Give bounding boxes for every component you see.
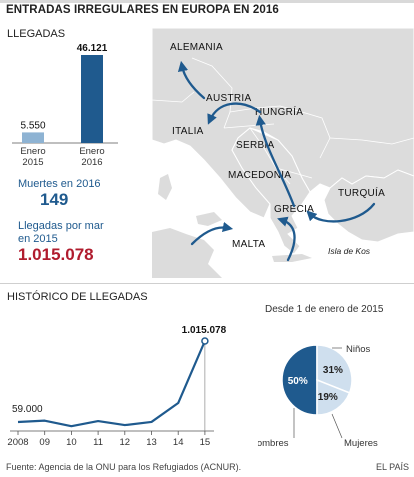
line-tick-label-7: 15 bbox=[200, 437, 211, 448]
map-label-4: SERBIA bbox=[236, 140, 275, 151]
line-tick-label-1: 09 bbox=[39, 437, 50, 448]
line-tick-label-6: 14 bbox=[173, 437, 184, 448]
line-tick-label-2: 10 bbox=[66, 437, 77, 448]
route-hungary-austria bbox=[207, 102, 262, 125]
bar-value-label-0: 5.550 bbox=[20, 120, 45, 131]
map-land-africa bbox=[152, 228, 222, 278]
line-tick-label-4: 12 bbox=[120, 437, 131, 448]
pie-title: Desde 1 de enero de 2015 bbox=[265, 304, 384, 315]
sea-arrivals-label-line2: en 2015 bbox=[18, 233, 58, 245]
brand-logo: EL PAÍS bbox=[376, 462, 410, 472]
gender-pie-chart: 50% 31% 19% Hombres Niños Mujeres bbox=[258, 344, 378, 449]
migration-arrows bbox=[177, 60, 376, 262]
bar-1 bbox=[81, 55, 103, 143]
europe-map: ALEMANIA AUSTRIA HUNGRÍA ITALIA SERBIA MACEDO… bbox=[152, 28, 414, 278]
bar-category-label-1-0: Enero bbox=[79, 146, 104, 157]
map-label-3: ITALIA bbox=[172, 126, 204, 137]
bar-category-label-0-0: Enero bbox=[20, 146, 45, 157]
sea-arrivals-value: 1.015.078 bbox=[18, 245, 94, 264]
route-turkey-greece bbox=[306, 202, 376, 223]
source-note: Fuente: Agencia de la ONU para los Refug… bbox=[6, 462, 242, 472]
line-last-label: 1.015.078 bbox=[182, 325, 227, 336]
map-label-6: GRECIA bbox=[274, 204, 314, 215]
map-label-7: TURQUÍA bbox=[338, 186, 385, 199]
route-malta-italy bbox=[190, 221, 234, 246]
map-label-island: Isla de Kos bbox=[328, 246, 371, 256]
pie-leader-2 bbox=[331, 413, 343, 439]
pie-value-label-0: 50% bbox=[288, 376, 308, 387]
line-last-marker bbox=[201, 337, 209, 345]
map-label-1: AUSTRIA bbox=[206, 93, 251, 104]
bar-category-label-0-1: 2015 bbox=[22, 157, 43, 168]
line-tick-label-3: 11 bbox=[93, 437, 103, 448]
map-land-turkey bbox=[323, 169, 414, 243]
section-divider bbox=[0, 283, 414, 284]
deaths-label: Muertes en 2016 bbox=[18, 178, 101, 190]
map-label-2: HUNGRÍA bbox=[255, 105, 303, 118]
map-land-sicily bbox=[196, 212, 222, 226]
map-label-0: ALEMANIA bbox=[170, 42, 223, 53]
route-greece-hungary bbox=[255, 114, 296, 208]
bar-0 bbox=[22, 132, 44, 143]
history-line-chart: 2008 09 10 11 12 13 14 15 59.000 1.015.078 bbox=[7, 325, 227, 448]
pie-category-label-2: Mujeres bbox=[344, 438, 378, 449]
arrivals-label: LLEGADAS bbox=[7, 28, 66, 40]
line-first-label: 59.000 bbox=[12, 404, 43, 415]
bar-category-label-1-1: 2016 bbox=[81, 157, 102, 168]
map-label-8: MALTA bbox=[232, 239, 265, 250]
map-label-5: MACEDONIA bbox=[228, 170, 291, 181]
page-title: ENTRADAS IRREGULARES EN EUROPA EN 2016 bbox=[6, 4, 279, 16]
pie-category-label-1: Niños bbox=[346, 344, 371, 355]
sea-arrivals-label-line1: Llegadas por mar bbox=[18, 220, 104, 232]
pie-slice-1 bbox=[316, 344, 353, 394]
pie-slice-0 bbox=[281, 344, 318, 416]
top-rule bbox=[0, 0, 414, 3]
line-tick-label-0: 2008 bbox=[7, 437, 28, 448]
pie-value-label-1: 31% bbox=[323, 365, 343, 376]
sea-arrivals-label: Llegadas por mar en 2015 bbox=[18, 220, 104, 246]
map-land-balkans bbox=[231, 127, 311, 255]
route-crete-greece bbox=[277, 216, 296, 262]
pie-slice-2 bbox=[316, 378, 351, 416]
deaths-value: 149 bbox=[40, 190, 69, 209]
history-label: HISTÓRICO DE LLEGADAS bbox=[7, 291, 148, 303]
map-land-crete bbox=[272, 254, 312, 262]
map-land-sardinia bbox=[158, 174, 172, 200]
route-austria-germany bbox=[177, 60, 206, 100]
pie-value-label-2: 19% bbox=[318, 392, 338, 403]
line-tick-label-5: 13 bbox=[146, 437, 157, 448]
bar-value-label-1: 46.121 bbox=[77, 43, 108, 54]
pie-category-label-0: Hombres bbox=[258, 438, 289, 449]
line-series-arrivals bbox=[17, 340, 206, 428]
